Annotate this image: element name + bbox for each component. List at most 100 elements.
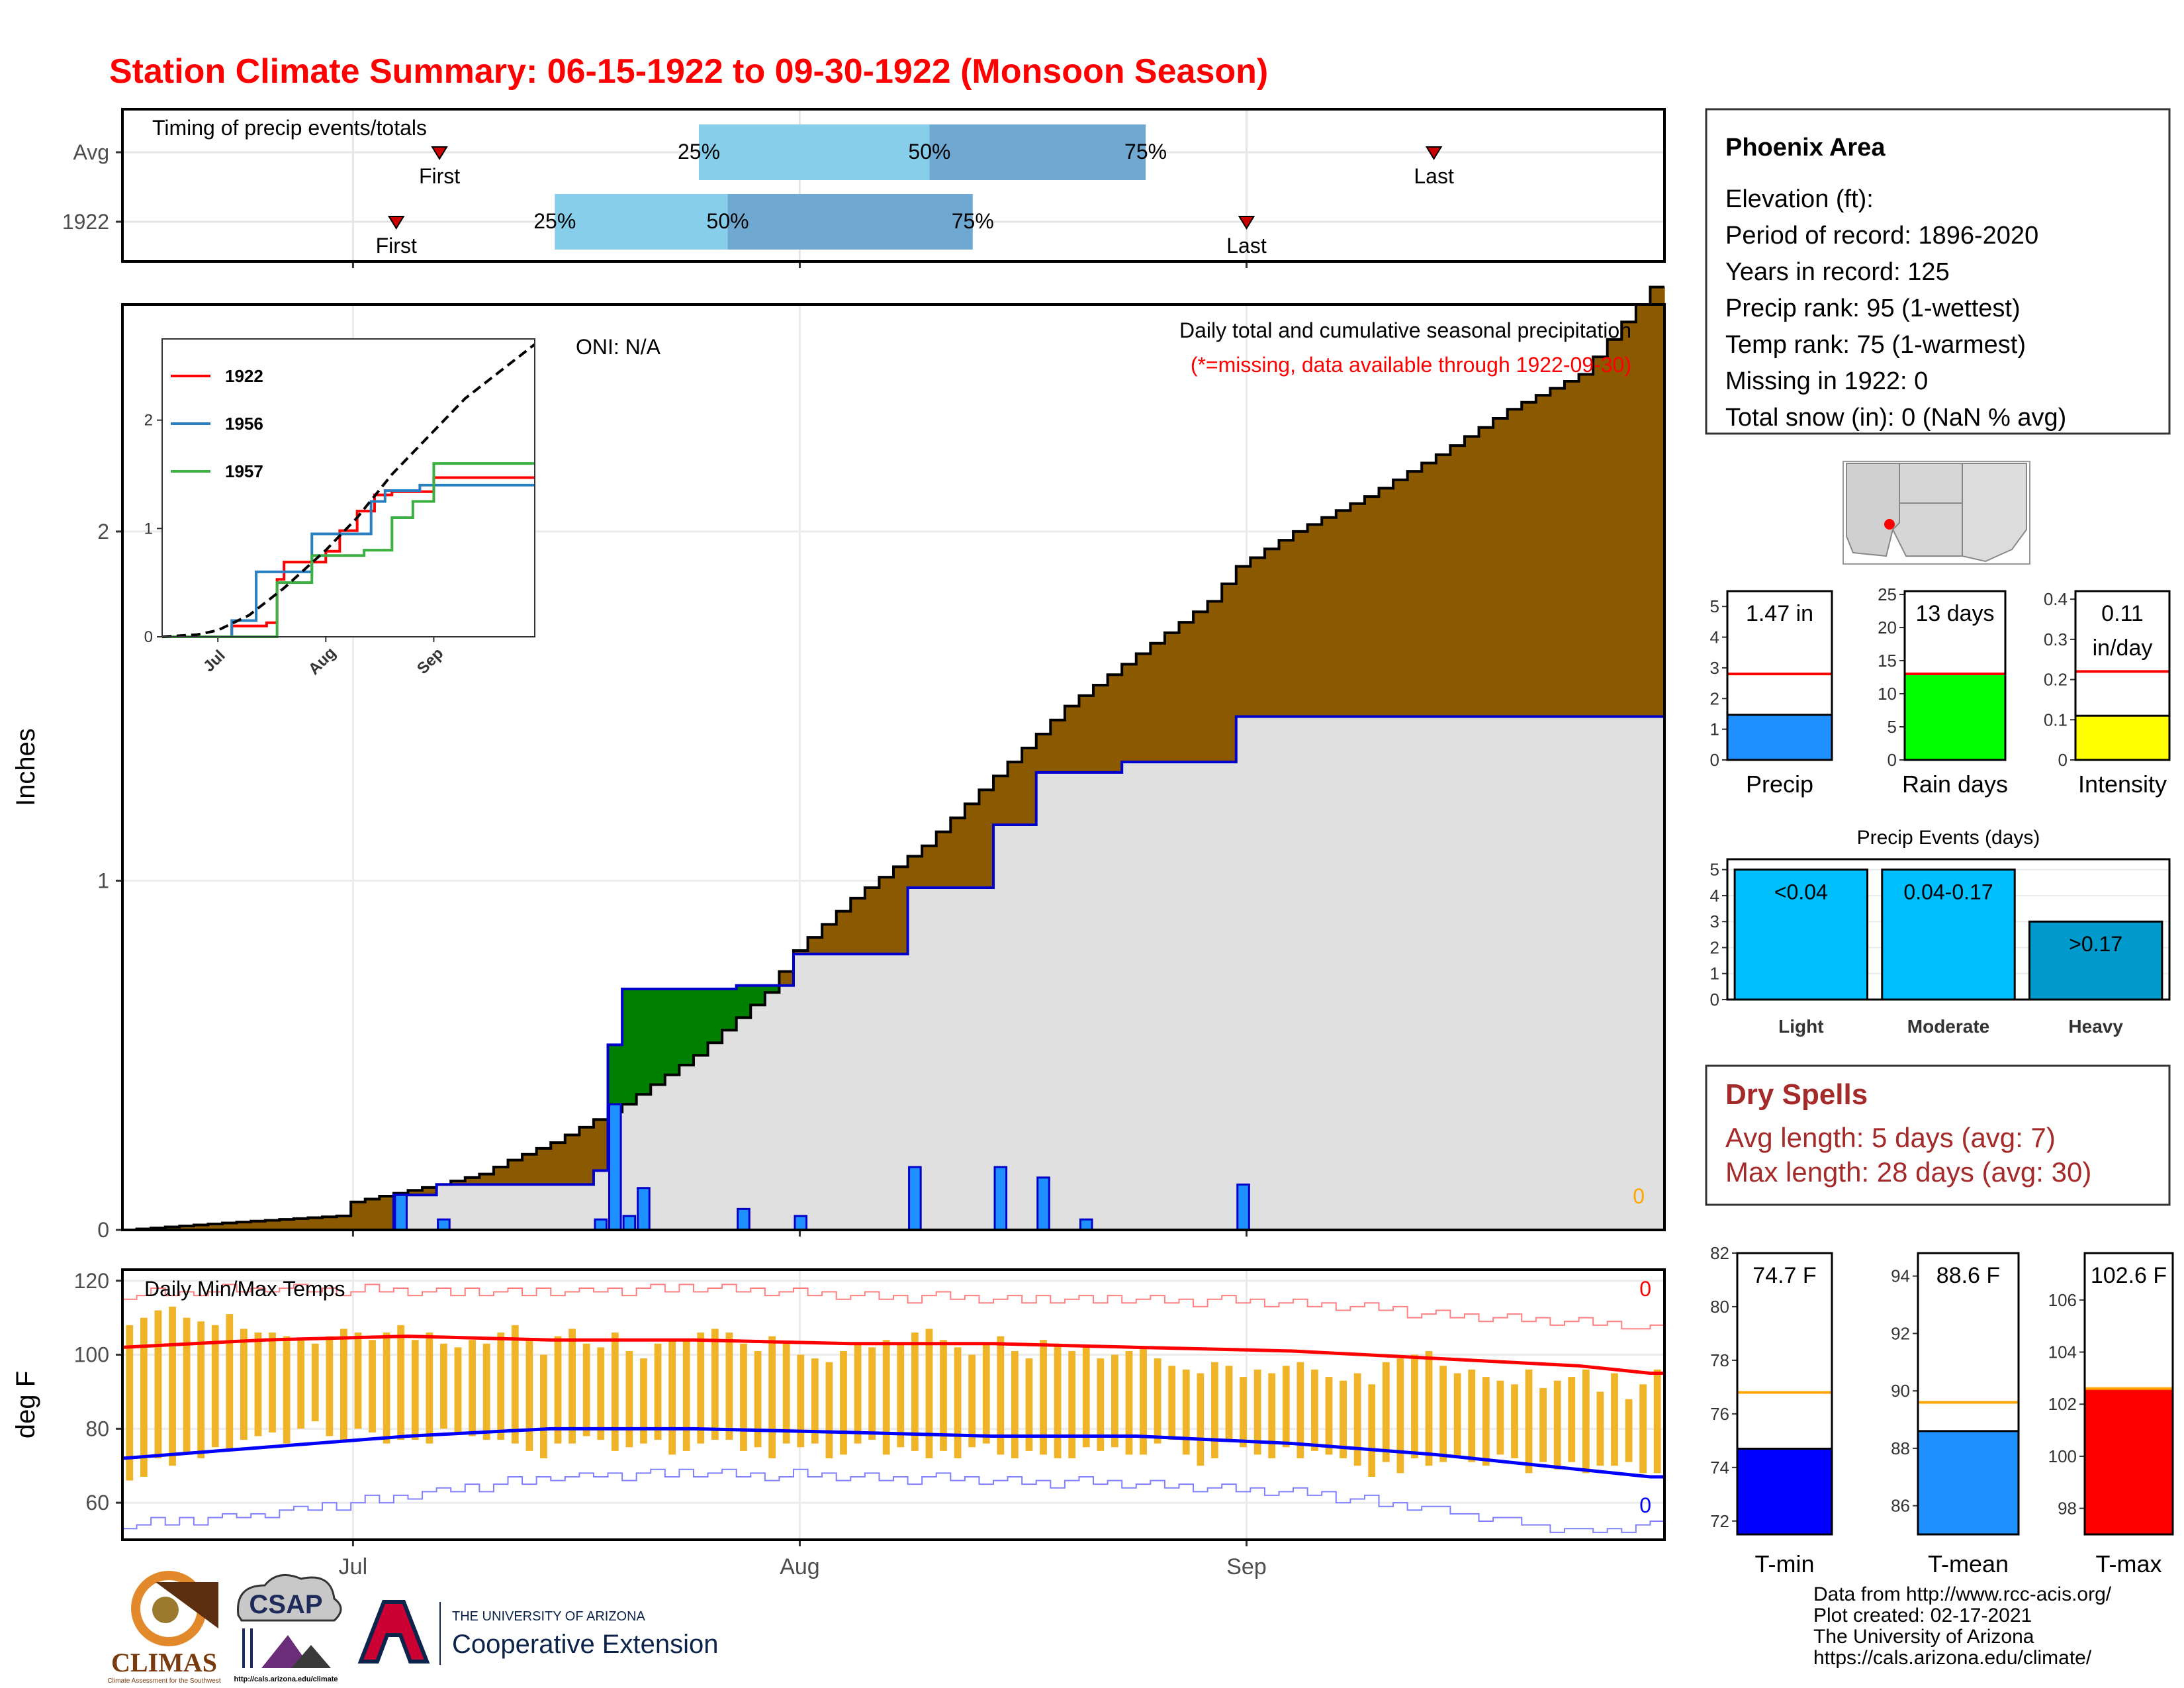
quartile-75-label: 75% <box>952 209 994 233</box>
event-bin-label: 0.04-0.17 <box>1903 880 1993 904</box>
deficit-segment <box>565 1135 580 1185</box>
mini-y-tick-label: 0 <box>2058 750 2068 770</box>
daily-temp-bar <box>797 1354 805 1448</box>
daily-temp-bar <box>1425 1350 1433 1466</box>
daily-temp-bar <box>169 1306 176 1466</box>
deficit-segment <box>479 1174 494 1185</box>
surplus-segment <box>751 985 766 1006</box>
daily-temp-bar <box>1396 1358 1404 1474</box>
daily-temp-bar <box>1325 1377 1333 1455</box>
first-event-label: First <box>376 234 417 258</box>
mini-category-label: Precip <box>1746 771 1813 798</box>
deficit-segment <box>208 1223 223 1230</box>
missing-data-annotation: (*=missing, data available through 1922-… <box>1191 353 1631 377</box>
daily-precip-bar <box>437 1218 451 1231</box>
event-bin-bar <box>2028 920 2163 1001</box>
avg-tmax-line <box>122 1335 1664 1375</box>
deficit-segment <box>1236 566 1251 717</box>
inset-bg <box>162 339 535 637</box>
surplus-segment <box>707 988 723 1043</box>
daily-temp-bar <box>582 1343 590 1436</box>
temp-y-tick-label: 100 <box>74 1343 109 1367</box>
daily-temp-bar <box>597 1347 605 1440</box>
deficit-segment <box>1464 436 1480 717</box>
main-y-tick-label: 0 <box>97 1218 109 1242</box>
deficit-segment <box>993 776 1009 825</box>
mini-y-tick-label: 92 <box>1891 1323 1910 1343</box>
deficit-segment <box>193 1225 209 1230</box>
temp-chart-title: Daily Min/Max Temps <box>144 1277 345 1301</box>
mini-y-tick-label: 94 <box>1891 1266 1910 1286</box>
deficit-segment <box>979 790 994 888</box>
daily-temp-bar <box>640 1358 647 1444</box>
station-info-line: Elevation (ft): <box>1725 185 1874 213</box>
daily-precip-bar <box>622 1215 637 1231</box>
station-box-frame <box>1705 108 2171 435</box>
deficit-segment <box>1550 388 1565 717</box>
daily-temp-bar <box>754 1350 762 1448</box>
avg-tmin-line <box>122 1427 1664 1479</box>
mini-y-tick-label: 106 <box>2048 1290 2077 1310</box>
deficit-segment <box>864 888 880 955</box>
deficit-segment <box>422 1187 437 1196</box>
daily-temp-bar <box>369 1340 376 1432</box>
deficit-segment <box>493 1167 509 1185</box>
inset-y-tick-label: 1 <box>144 520 153 538</box>
daily-temp-bar <box>725 1333 733 1440</box>
deficit-segment <box>822 924 837 955</box>
daily-temp-bar <box>1253 1369 1261 1455</box>
daily-temp-bar <box>1054 1343 1062 1459</box>
deficit-segment <box>1007 762 1023 825</box>
daily-temp-bar <box>911 1333 919 1451</box>
daily-temp-bar <box>668 1340 676 1455</box>
daily-temp-bar <box>840 1350 847 1455</box>
climas-logo-subtext: Climate Assessment for the Southwest <box>107 1677 220 1685</box>
event-bin-label: <0.04 <box>1774 880 1828 904</box>
deficit-segment <box>1593 357 1608 717</box>
deficit-segment <box>793 950 809 955</box>
mini-y-tick-label: 90 <box>1891 1381 1910 1401</box>
events-plot-frame <box>1726 858 2171 1001</box>
daily-temp-bar <box>811 1358 819 1444</box>
event-category-label: Moderate <box>1907 1016 1989 1037</box>
deficit-segment <box>1222 584 1237 763</box>
first-event-marker <box>387 216 405 230</box>
deficit-segment <box>1207 601 1222 763</box>
event-bin-label: >0.17 <box>2069 932 2122 956</box>
precip-events-chart: Precip Events (days) <0.04 Light 0.04-0.17 M… <box>1710 827 2171 1037</box>
daily-precip-bar <box>608 1103 622 1231</box>
mini-y-tick-label: 0 <box>1710 750 1719 770</box>
mini-bar-frame <box>2083 1252 2174 1536</box>
daily-temp-bar <box>1068 1350 1076 1459</box>
last-event-marker <box>1238 216 1255 230</box>
mini-y-tick-label: 104 <box>2048 1342 2077 1362</box>
deficit-segment <box>1393 479 1408 717</box>
daily-temp-bar <box>297 1340 305 1429</box>
mini-bar-frame <box>2074 590 2171 761</box>
deficit-segment <box>1293 531 1308 717</box>
daily-temp-bar <box>954 1347 962 1459</box>
daily-temp-bar <box>554 1336 562 1444</box>
events-y-tick-label: 1 <box>1710 964 1719 984</box>
event-bin-bar <box>1881 868 2016 1001</box>
daily-temp-bar <box>1553 1380 1561 1470</box>
mini-value-label: 88.6 F <box>1936 1263 2000 1288</box>
daily-temp-bar <box>1140 1347 1147 1455</box>
daily-temp-bar <box>240 1329 248 1440</box>
mini-y-tick-label: 100 <box>2048 1446 2077 1466</box>
deficit-segment <box>408 1190 423 1196</box>
daily-temp-bar <box>1082 1347 1090 1448</box>
map-new-mexico-shape <box>1891 463 1963 557</box>
deficit-segment <box>165 1227 180 1230</box>
last-event-label: Last <box>1226 234 1267 258</box>
mini-value-label: 1.47 in <box>1746 601 1813 626</box>
main-y-tick-label: 1 <box>97 868 109 892</box>
deficit-segment <box>465 1177 480 1185</box>
deficit-segment <box>451 1181 466 1185</box>
record-high-line <box>122 1284 1664 1330</box>
mini-y-tick-label: 0.4 <box>2044 589 2068 609</box>
mini-y-tick-label: 2 <box>1710 688 1719 708</box>
daily-temp-bar <box>469 1340 476 1436</box>
mini-y-tick-label: 20 <box>1878 618 1897 637</box>
inset-series-line-1957 <box>162 462 535 638</box>
